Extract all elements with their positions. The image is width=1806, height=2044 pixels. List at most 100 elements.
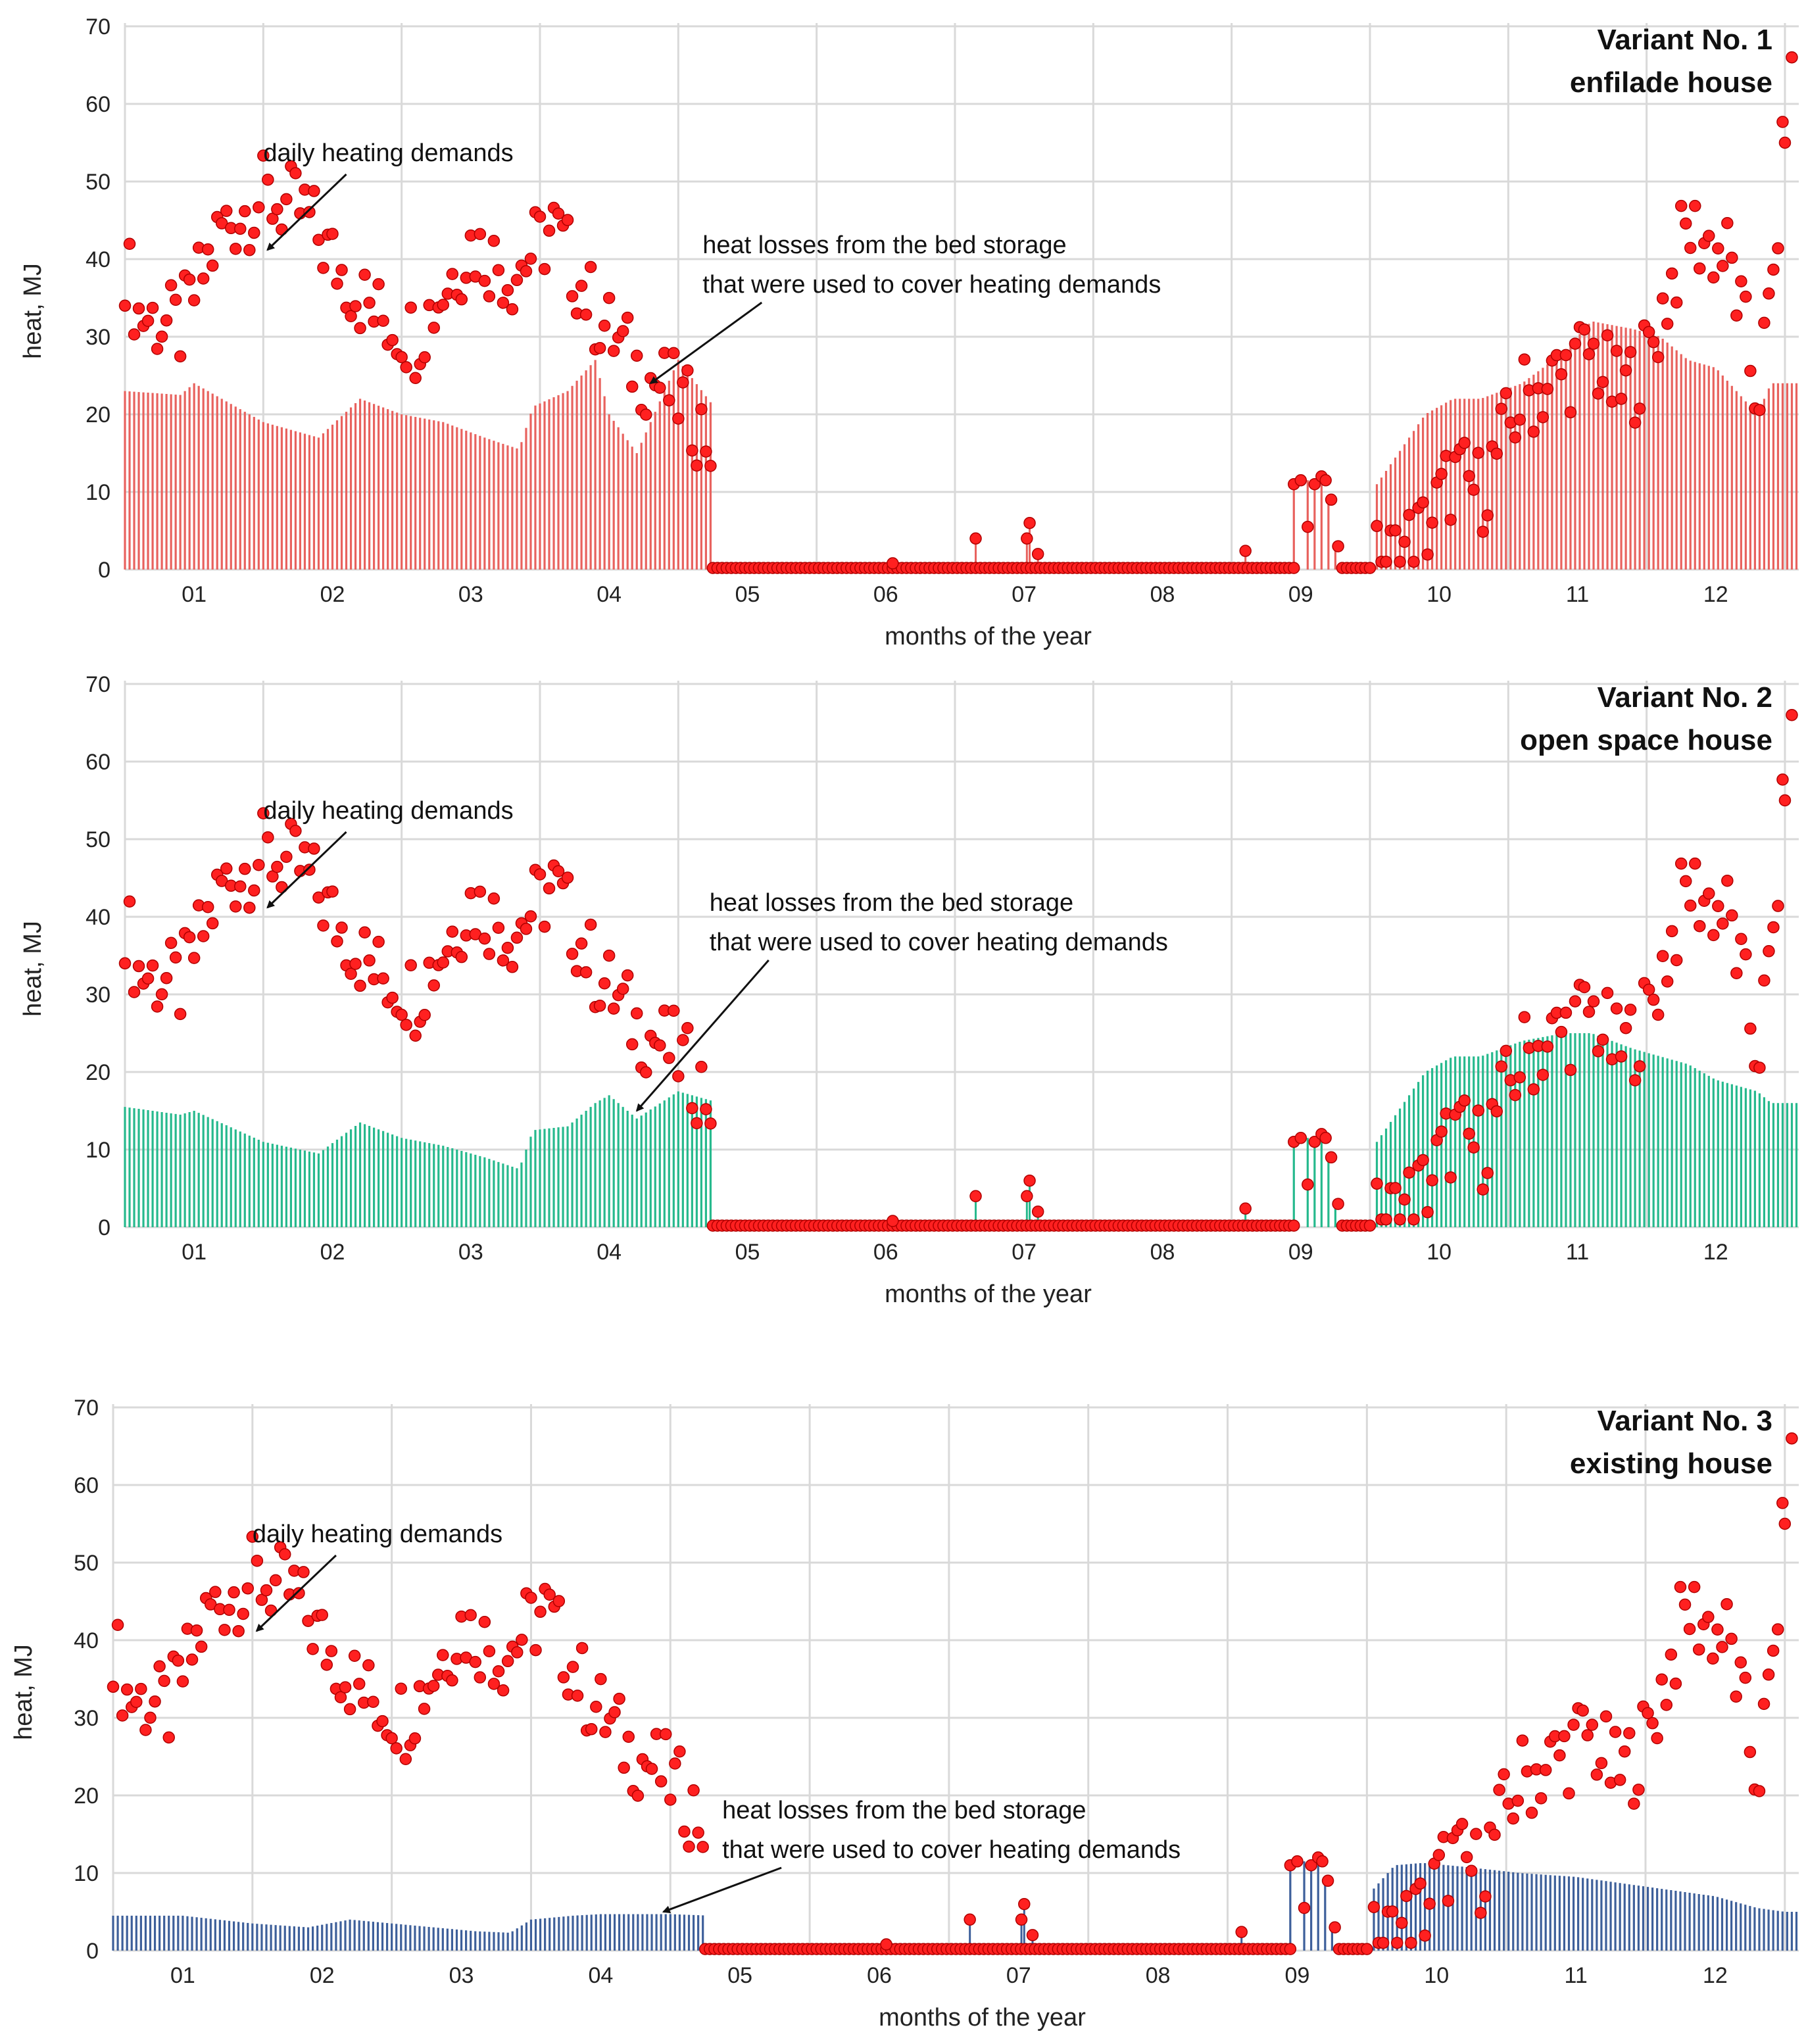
bar-series xyxy=(112,1861,1798,1951)
bar-series xyxy=(124,1033,1798,1227)
data-point xyxy=(248,226,260,239)
data-point xyxy=(1026,1929,1039,1941)
data-point xyxy=(516,1634,528,1646)
data-point xyxy=(1509,1088,1522,1102)
data-point xyxy=(206,259,219,272)
data-point xyxy=(326,228,339,240)
x-tick-label: 11 xyxy=(1564,1963,1587,1988)
data-point xyxy=(146,301,159,314)
x-tick-label: 06 xyxy=(867,1963,892,1988)
data-point xyxy=(1767,263,1780,276)
data-point xyxy=(1481,1167,1494,1179)
data-point xyxy=(1587,337,1600,350)
data-point xyxy=(524,910,537,923)
x-tick-label: 05 xyxy=(727,1963,752,1988)
data-point xyxy=(1772,900,1784,912)
annotation-arrow xyxy=(266,173,347,251)
data-point xyxy=(681,1021,694,1034)
data-point xyxy=(1726,909,1738,922)
data-point xyxy=(1661,318,1674,330)
data-point xyxy=(1730,309,1743,322)
data-point xyxy=(1694,262,1706,275)
data-point xyxy=(686,1102,698,1115)
data-point xyxy=(427,1680,440,1692)
data-point xyxy=(220,205,233,217)
data-point xyxy=(1329,1921,1341,1934)
y-tick-label: 30 xyxy=(85,325,110,350)
data-point xyxy=(1407,1213,1420,1226)
data-point xyxy=(1389,1182,1402,1194)
data-point xyxy=(135,1682,147,1695)
annotation-losses-line2: that were used to cover heating demands xyxy=(702,271,1161,299)
data-point xyxy=(174,350,187,363)
data-point xyxy=(1665,925,1678,938)
data-point xyxy=(195,1640,208,1653)
data-point xyxy=(427,322,440,334)
data-point xyxy=(345,967,357,981)
data-point xyxy=(510,931,524,944)
data-point xyxy=(1288,562,1300,574)
data-point xyxy=(1235,1926,1248,1938)
data-point xyxy=(1576,1704,1589,1717)
data-point xyxy=(492,264,505,277)
data-point xyxy=(1021,1190,1033,1203)
data-point xyxy=(257,149,270,162)
data-point xyxy=(616,325,629,337)
data-point xyxy=(686,444,698,457)
data-point xyxy=(289,825,302,837)
data-point xyxy=(176,1675,189,1688)
data-point xyxy=(1721,216,1734,230)
data-point xyxy=(155,988,168,1001)
x-tick-label: 05 xyxy=(735,582,760,607)
data-point xyxy=(1435,1125,1448,1138)
data-point xyxy=(538,920,551,933)
data-point xyxy=(964,1913,976,1926)
data-point xyxy=(678,1825,691,1838)
point-series xyxy=(118,51,1798,574)
x-tick-label: 11 xyxy=(1566,582,1589,607)
x-tick-label: 04 xyxy=(597,582,622,607)
data-point xyxy=(1586,1718,1599,1731)
data-point xyxy=(151,343,164,355)
data-point xyxy=(1463,470,1475,483)
data-point xyxy=(1688,1580,1701,1594)
data-point xyxy=(1711,1623,1724,1636)
data-point xyxy=(1015,1913,1028,1926)
data-point xyxy=(538,262,551,276)
data-point xyxy=(1740,948,1752,961)
data-point xyxy=(390,1742,403,1755)
data-point xyxy=(1590,1768,1603,1781)
data-point xyxy=(1609,1726,1622,1738)
data-point xyxy=(669,1757,681,1770)
data-point xyxy=(1380,555,1392,568)
data-point xyxy=(478,932,491,945)
data-point xyxy=(1288,1219,1300,1232)
data-point xyxy=(331,278,343,290)
y-axis-title: heat, MJ xyxy=(10,1644,37,1740)
data-point xyxy=(511,1646,524,1659)
data-point xyxy=(1493,1784,1505,1796)
data-point xyxy=(557,1671,570,1684)
data-point xyxy=(593,341,606,354)
data-point xyxy=(146,959,159,972)
x-tick-label: 06 xyxy=(873,1240,898,1265)
data-point xyxy=(223,1603,235,1617)
data-point xyxy=(1541,1040,1554,1053)
data-point xyxy=(308,842,320,855)
data-point xyxy=(478,274,491,287)
data-point xyxy=(695,403,708,416)
data-point xyxy=(230,243,242,255)
data-point xyxy=(1744,364,1757,377)
data-point xyxy=(1421,1205,1434,1219)
data-point xyxy=(1647,993,1660,1006)
data-point xyxy=(1527,426,1540,438)
data-point xyxy=(1735,933,1747,945)
data-point xyxy=(1739,1671,1752,1684)
data-point xyxy=(497,954,510,967)
data-point xyxy=(1239,1202,1252,1215)
data-point xyxy=(700,445,712,458)
data-point xyxy=(1444,1171,1457,1184)
data-point xyxy=(1426,1174,1438,1187)
data-point xyxy=(395,1008,408,1021)
data-point xyxy=(474,885,487,898)
